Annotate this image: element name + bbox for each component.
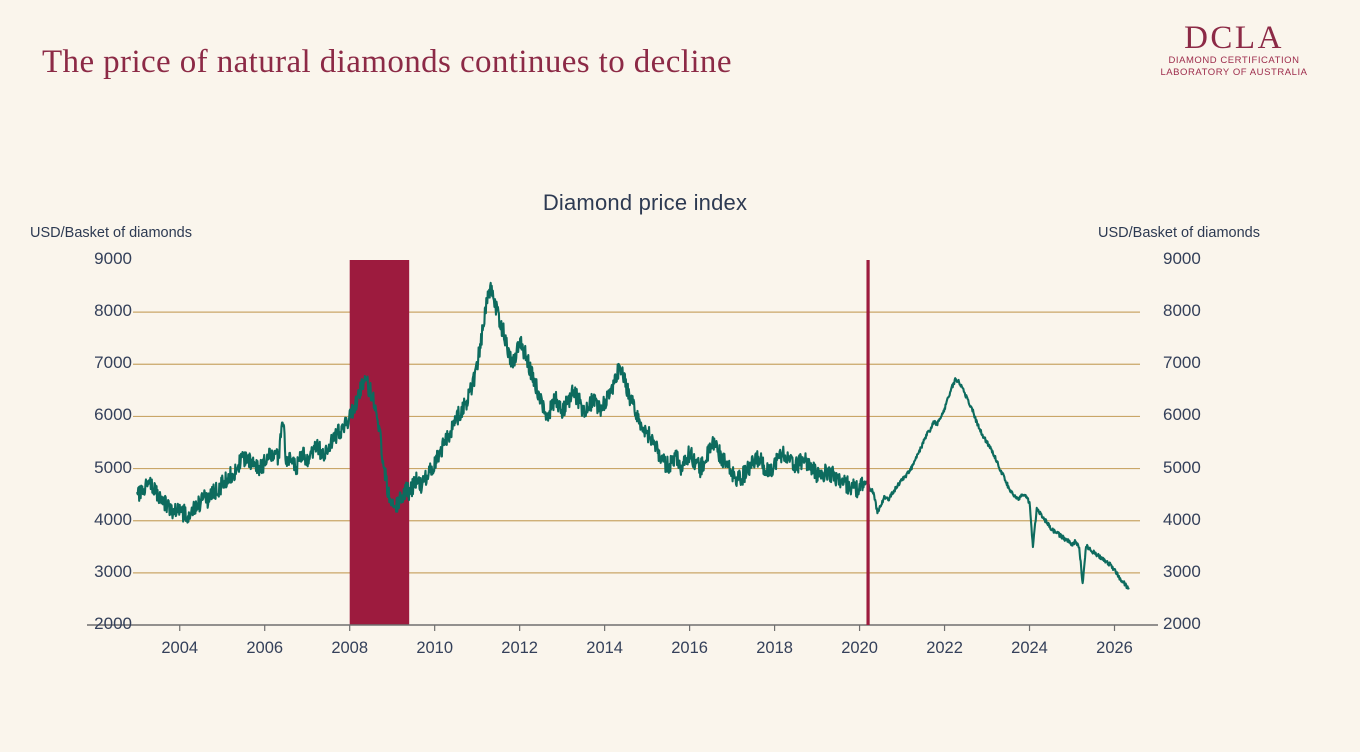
chart-title: Diamond price index	[542, 190, 748, 215]
series-layer	[136, 281, 1130, 590]
y-tick-label-right: 4000	[1163, 509, 1201, 529]
y-tick-label-left: 2000	[94, 614, 132, 633]
series-line	[136, 281, 1130, 590]
x-tick-label: 2020	[841, 639, 878, 657]
y-tick-label-left: 7000	[94, 353, 132, 373]
y-tick-label-right: 2000	[1163, 614, 1201, 633]
x-tick-label: 2016	[671, 639, 708, 657]
y-axis-label-left: USD/Basket of diamonds	[30, 225, 192, 241]
y-tick-label-left: 9000	[94, 249, 132, 268]
y-tick-label-right: 6000	[1163, 405, 1201, 425]
y-tick-label-right: 7000	[1163, 353, 1201, 373]
x-tick-label: 2004	[161, 639, 199, 657]
x-tick-label: 2018	[756, 639, 793, 657]
y-tick-label-right: 3000	[1163, 561, 1201, 581]
x-tick-label: 2012	[501, 639, 538, 657]
annotation-bands-layer	[349, 260, 410, 625]
x-tick-label: 2022	[926, 639, 963, 657]
y-tick-label-right: 9000	[1163, 249, 1201, 268]
y-tick-label-left: 6000	[94, 405, 132, 425]
y-axis-label-right: USD/Basket of diamonds	[1098, 225, 1260, 241]
logo-wordmark: DCLA	[1184, 20, 1284, 56]
price-index-plot	[87, 260, 1158, 631]
dcla-logo: DCLA DIAMOND CERTIFICATION LABORATORY OF…	[1144, 22, 1324, 79]
y-tick-label-right: 8000	[1163, 301, 1201, 321]
y-tick-label-right: 5000	[1163, 457, 1201, 477]
logo-tagline-line1: DIAMOND CERTIFICATION	[1168, 55, 1300, 66]
x-tick-label: 2008	[331, 639, 369, 657]
chart-container: Diamond price index USD/Basket of diamon…	[0, 170, 1360, 680]
x-tick-label: 2026	[1096, 639, 1133, 657]
y-tick-label-left: 4000	[94, 509, 132, 529]
x-tickmarks-layer	[179, 625, 1116, 631]
x-tick-label: 2010	[416, 639, 454, 657]
y-tick-label-left: 8000	[94, 301, 132, 321]
logo-tagline-line2: LABORATORY OF AUSTRALIA	[1160, 66, 1308, 78]
page-title: The price of natural diamonds continues …	[42, 44, 732, 80]
y-tick-label-left: 5000	[94, 457, 132, 477]
x-tick-label: 2006	[246, 639, 284, 657]
x-tick-label: 2024	[1011, 639, 1048, 657]
x-tick-label: 2014	[586, 639, 623, 657]
y-tick-label-left: 3000	[94, 561, 132, 581]
recession-band	[349, 260, 410, 625]
